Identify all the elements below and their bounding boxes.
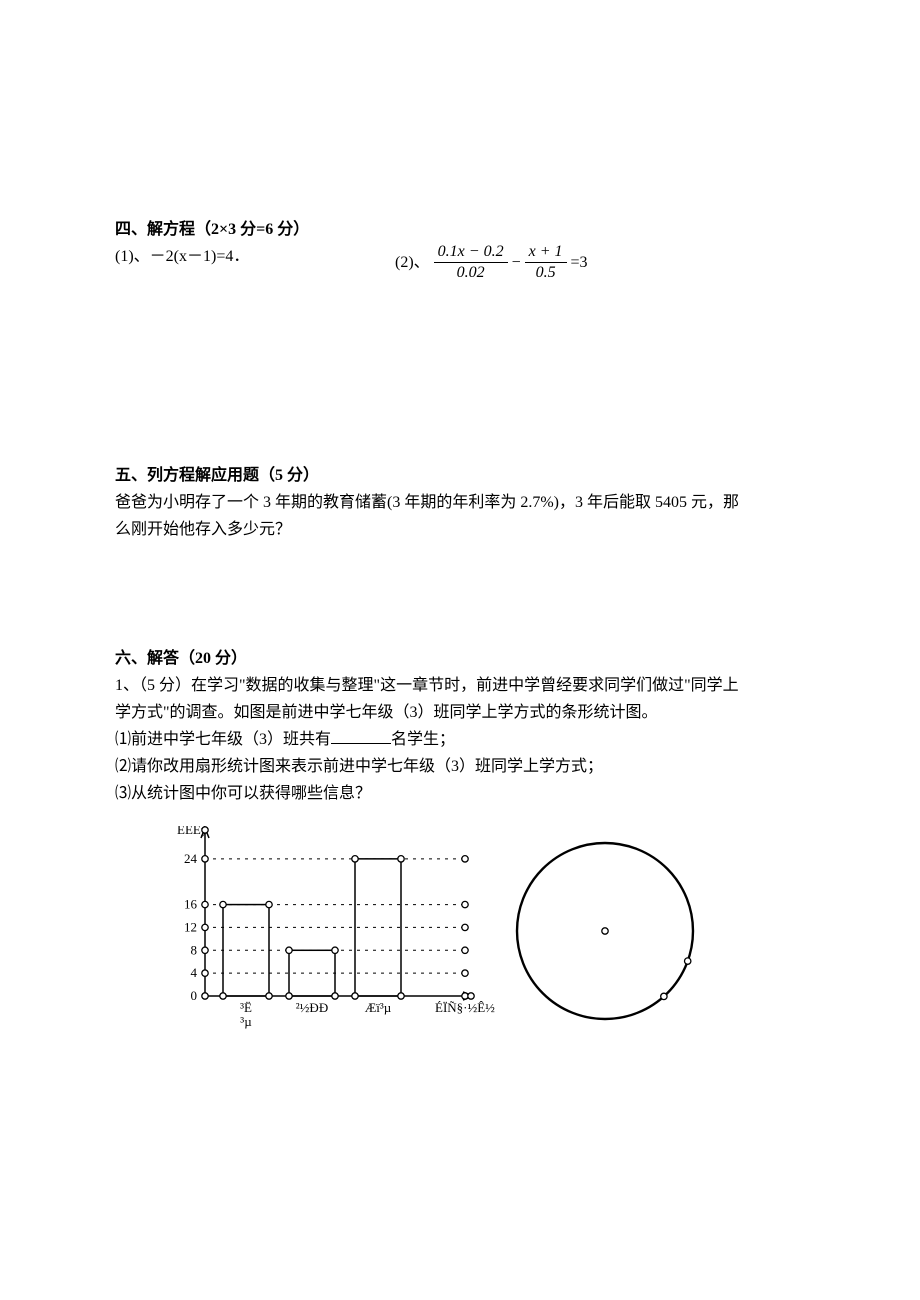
svg-text:0: 0 [191,988,198,1003]
pie-chart [505,836,715,1036]
section4-heading: 四、解方程（2×3 分=6 分） [115,215,815,239]
q1-expr: －2(x－1)=4． [150,248,250,265]
q2-frac1-num: 0.1x − 0.2 [434,243,508,261]
charts-row: 048121624ÈËÊý³Ë³µ²½ÐÐÆï³µÉÏÑ§·½Ê½ [115,826,815,1106]
q2-frac1: 0.1x − 0.2 0.02 [434,243,508,281]
content-column: 四、解方程（2×3 分=6 分） (1)、－2(x－1)=4． (2)、 0.1… [115,215,815,1106]
svg-text:12: 12 [184,919,197,934]
section6-q1: ⑴前进中学七年级（3）班共有 名学生； [115,726,815,753]
svg-text:²½ÐÐ: ²½ÐÐ [296,1000,328,1015]
svg-text:24: 24 [184,850,198,865]
q1-post: 名学生； [391,731,455,748]
section6-intro1: 1、（5 分）在学习"数据的收集与整理"这一章节时，前进中学曾经要求同学们做过"… [115,672,815,699]
svg-text:³Ë: ³Ë [240,1000,252,1015]
q2-tail: =3 [571,249,588,276]
section5-heading: 五、列方程解应用题（5 分） [115,461,815,485]
section6-heading: 六、解答（20 分） [115,644,815,668]
q1-pre: ⑴前进中学七年级（3）班共有 [115,731,331,748]
q1-label: (1)、 [115,248,150,265]
section5-body2: 么刚开始他存入多少元？ [115,516,815,543]
fraction-bar [434,262,508,263]
section4-q2: (2)、 0.1x − 0.2 0.02 − x + 1 0.5 =3 [395,243,588,281]
svg-text:³µ: ³µ [240,1014,252,1029]
q2-label: (2)、 [395,249,430,276]
section5-body1: 爸爸为小明存了一个 3 年期的教育储蓄(3 年期的年利率为 2.7%)，3 年后… [115,489,815,516]
q2-frac2-num: x + 1 [525,243,567,261]
q2-frac2-den: 0.5 [532,264,560,282]
page: 四、解方程（2×3 分=6 分） (1)、－2(x－1)=4． (2)、 0.1… [0,0,920,1300]
q2-frac1-den: 0.02 [453,264,489,282]
bar-chart: 048121624ÈËÊý³Ë³µ²½ÐÐÆï³µÉÏÑ§·½Ê½ [155,826,495,1056]
section4-q1: (1)、－2(x－1)=4． [115,243,395,270]
fraction-bar [525,262,567,263]
gap [115,281,815,461]
svg-text:8: 8 [191,942,198,957]
svg-text:ÉÏÑ§·½Ê½: ÉÏÑ§·½Ê½ [435,1000,495,1015]
section6-intro2: 学方式"的调查。如图是前进中学七年级（3）班同学上学方式的条形统计图。 [115,699,815,726]
fill-blank [331,727,391,744]
svg-text:4: 4 [191,965,198,980]
section4-row: (1)、－2(x－1)=4． (2)、 0.1x − 0.2 0.02 − x … [115,243,815,281]
gap [115,544,815,644]
svg-text:16: 16 [184,896,198,911]
section6-q2: ⑵请你改用扇形统计图来表示前进中学七年级（3）班同学上学方式； [115,753,815,780]
svg-text:Æï³µ: Æï³µ [365,1000,392,1015]
q2-frac2: x + 1 0.5 [525,243,567,281]
q2-minus: − [512,249,521,276]
section6-q3: ⑶从统计图中你可以获得哪些信息？ [115,780,815,807]
